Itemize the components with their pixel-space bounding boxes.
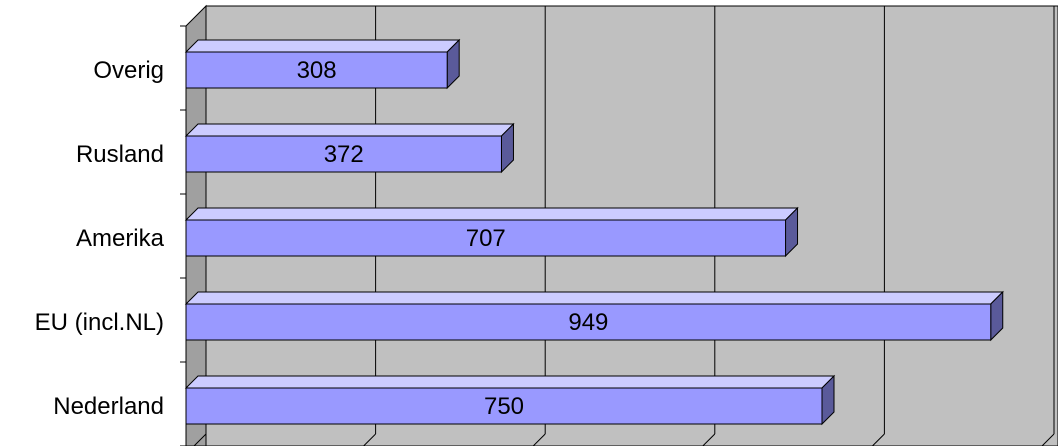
bar bbox=[184, 122, 515, 174]
data-label: 707 bbox=[466, 225, 506, 252]
floor-gridline bbox=[363, 433, 376, 446]
data-label: 949 bbox=[568, 309, 608, 336]
bar-front-face bbox=[185, 387, 823, 425]
bar-front-face bbox=[185, 219, 787, 257]
chart-labels: 308 Overig 372 Rusland 707 Amerika 949 EU (incl… bbox=[35, 57, 609, 420]
bar-front-face bbox=[185, 135, 502, 173]
data-label: 750 bbox=[484, 393, 524, 420]
bar-top-face bbox=[184, 375, 836, 389]
floor-gridline bbox=[532, 433, 546, 446]
bar bbox=[184, 374, 836, 426]
category-label: Rusland bbox=[76, 141, 164, 168]
bar bbox=[184, 290, 1004, 342]
bar-top-face bbox=[184, 39, 461, 53]
data-label: 308 bbox=[297, 57, 337, 84]
bar bbox=[184, 38, 461, 90]
chart-bars bbox=[184, 38, 1004, 426]
floor-gridline bbox=[1041, 433, 1055, 446]
bar-front-face bbox=[185, 303, 992, 341]
bar-front-face bbox=[185, 51, 448, 89]
bar bbox=[184, 206, 799, 258]
category-label: Nederland bbox=[53, 393, 164, 420]
bar-top-face bbox=[184, 207, 799, 221]
category-label: Overig bbox=[93, 57, 164, 84]
bar-top-face bbox=[184, 123, 515, 137]
floor-gridline bbox=[872, 433, 885, 446]
category-label: Amerika bbox=[76, 225, 165, 252]
data-label: 372 bbox=[324, 141, 364, 168]
chart-axis-ticks bbox=[180, 25, 186, 446]
floor-gridline bbox=[702, 433, 716, 446]
floor-gridline bbox=[193, 433, 207, 446]
category-label: EU (incl.NL) bbox=[35, 309, 164, 336]
bar-top-face bbox=[184, 291, 1004, 305]
